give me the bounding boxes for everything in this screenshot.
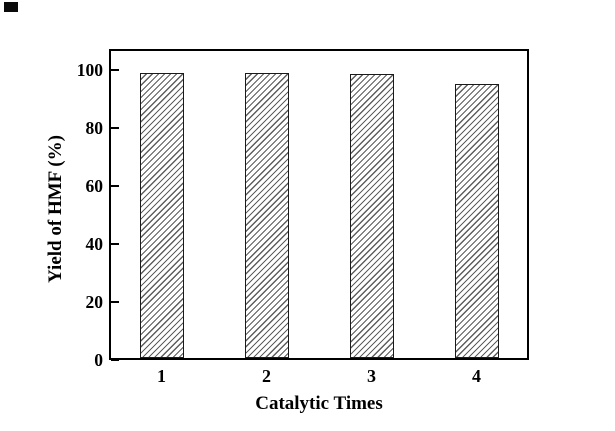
x-axis-tick-label: 3 bbox=[367, 366, 376, 386]
y-axis-tick-label: 40 bbox=[85, 233, 104, 254]
bar-catalytic-time-2 bbox=[244, 72, 289, 358]
y-axis-tick-label: 80 bbox=[85, 117, 104, 138]
corner-artifact-mark bbox=[4, 2, 18, 12]
x-axis-tick-label: 1 bbox=[157, 366, 166, 386]
y-axis-tick-mark bbox=[111, 68, 119, 71]
y-axis-tick-label: 100 bbox=[76, 59, 103, 80]
y-axis-tick-label: 0 bbox=[94, 350, 103, 370]
y-axis-tick-label: 20 bbox=[85, 291, 104, 312]
y-axis-tick-label: 60 bbox=[85, 175, 104, 196]
bar-catalytic-time-3 bbox=[349, 74, 394, 358]
y-axis-title: Yield of HMF (%) bbox=[45, 135, 66, 283]
bar-catalytic-time-4 bbox=[454, 84, 499, 358]
x-axis-title: Catalytic Times bbox=[255, 393, 383, 414]
bar-catalytic-time-1 bbox=[139, 72, 184, 358]
x-axis-tick-label: 4 bbox=[472, 366, 481, 386]
y-axis-tick-mark bbox=[111, 359, 119, 361]
y-axis-tick-mark bbox=[111, 184, 119, 187]
y-axis-tick-mark bbox=[111, 300, 119, 303]
y-axis-tick-mark bbox=[111, 126, 119, 129]
y-axis-tick-mark bbox=[111, 242, 119, 245]
x-axis-tick-label: 2 bbox=[262, 366, 271, 386]
